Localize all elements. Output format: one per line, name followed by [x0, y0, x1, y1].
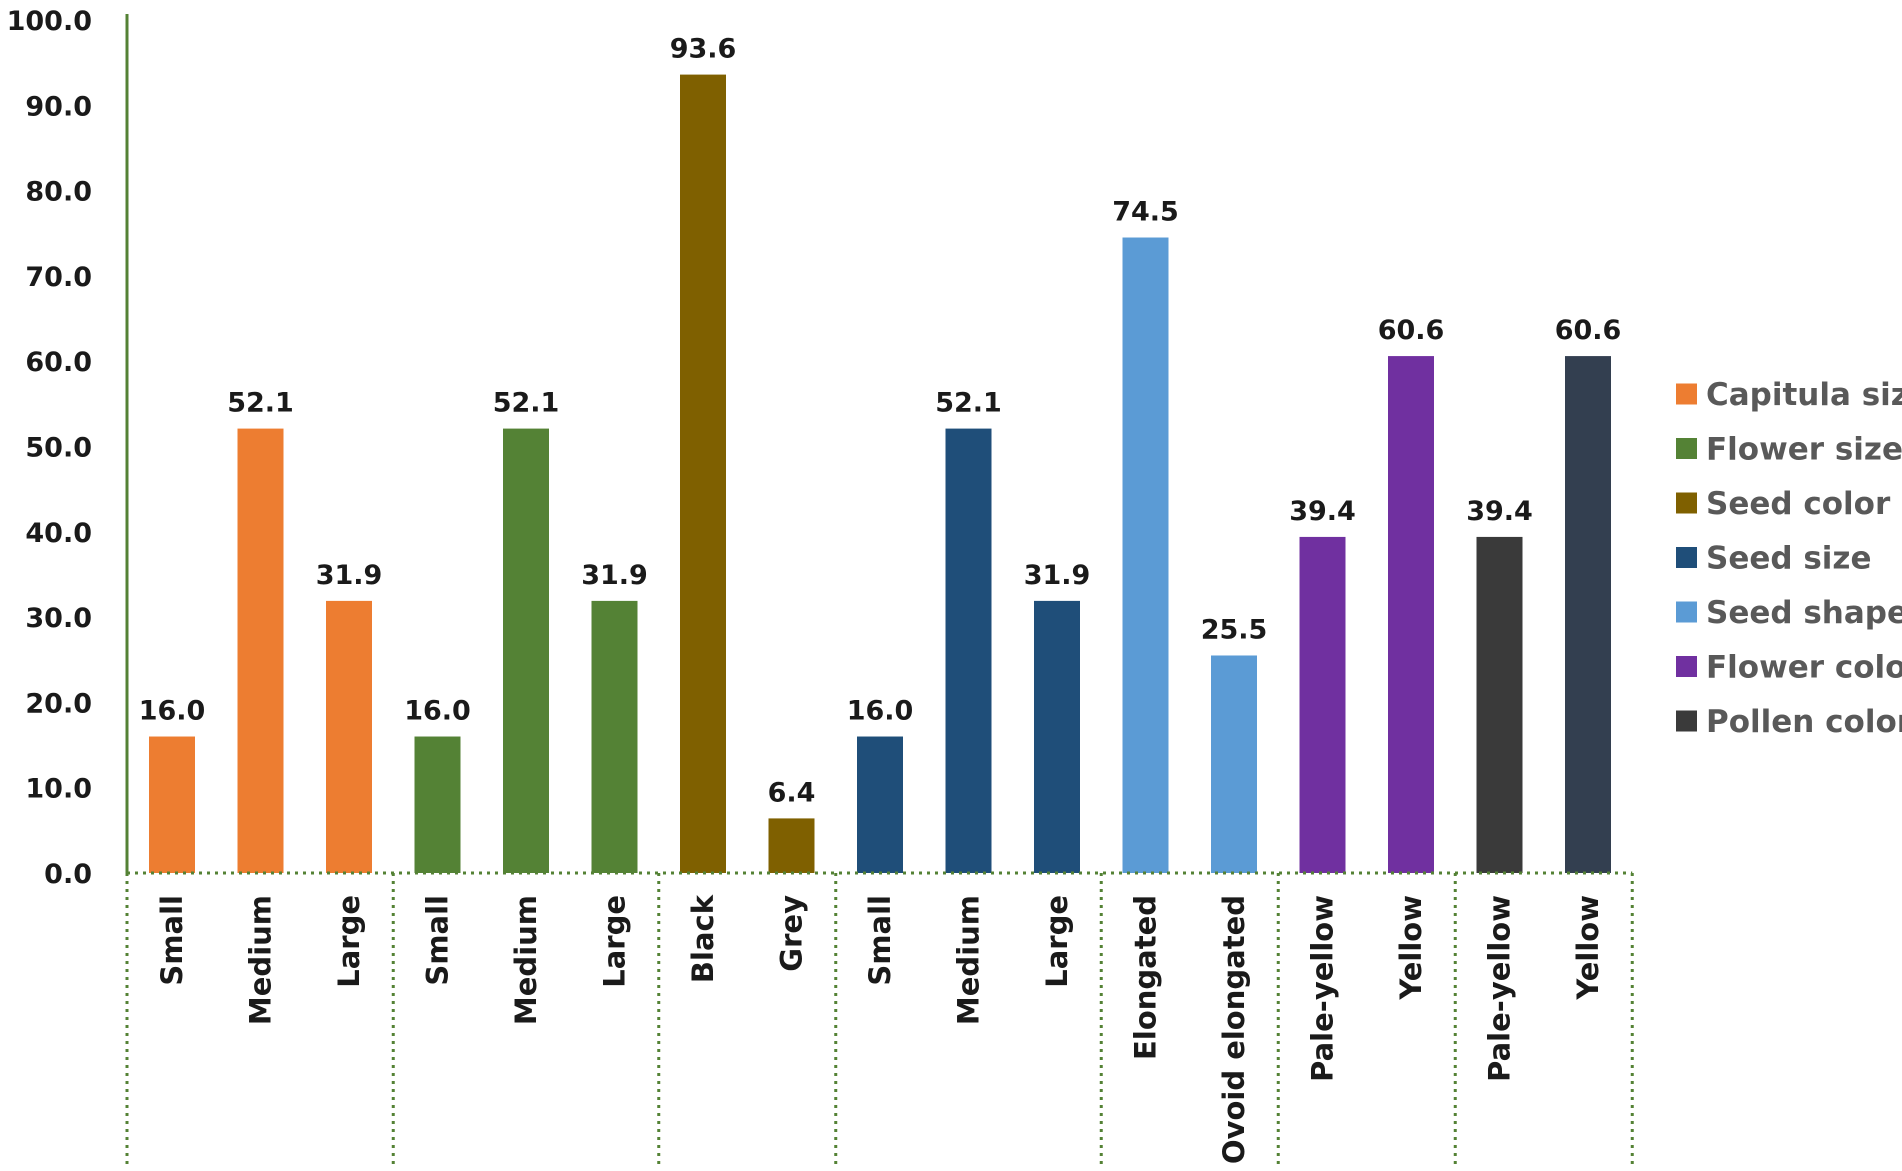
y-tick-label: 60.0: [25, 347, 92, 378]
bar: [1122, 237, 1169, 873]
bar: [768, 818, 815, 873]
legend-label: Capitula size: [1706, 377, 1902, 413]
bar: [503, 428, 549, 873]
data-label: 52.1: [493, 388, 560, 419]
bar: [237, 428, 284, 873]
x-category-label: Black: [686, 894, 720, 983]
data-label: 16.0: [847, 696, 914, 727]
bar: [1565, 356, 1611, 873]
bar: [1476, 536, 1523, 873]
data-label: 16.0: [404, 696, 471, 727]
legend-swatch: [1676, 656, 1697, 677]
legend-label: Seed size: [1706, 541, 1872, 577]
x-category-label: Large: [332, 895, 366, 988]
data-label: 39.4: [1466, 496, 1533, 527]
data-label: 60.6: [1378, 315, 1445, 346]
bar: [149, 736, 195, 873]
x-category-label: Medium: [509, 895, 543, 1025]
y-tick-label: 50.0: [25, 433, 92, 464]
x-category-label: Elongated: [1129, 895, 1163, 1060]
x-category-label: Medium: [244, 895, 278, 1025]
data-label: 52.1: [227, 388, 294, 419]
x-category-label: Large: [598, 895, 632, 988]
y-tick-label: 90.0: [25, 91, 92, 122]
x-category-label: Small: [863, 895, 897, 986]
data-label: 52.1: [935, 388, 1002, 419]
x-category-label: Medium: [952, 895, 986, 1025]
bar: [680, 74, 726, 874]
legend-swatch: [1676, 710, 1697, 732]
y-tick-label: 0.0: [44, 859, 92, 890]
y-tick-label: 10.0: [25, 774, 92, 805]
legend-label: Seed shape: [1706, 595, 1902, 631]
data-label: 74.5: [1112, 197, 1179, 228]
legend-swatch: [1676, 492, 1697, 514]
data-label: 31.9: [581, 560, 648, 591]
data-label: 60.6: [1555, 315, 1622, 346]
bar: [591, 600, 638, 873]
x-category-label: Yellow: [1394, 895, 1428, 1001]
x-category-label: Grey: [775, 895, 809, 972]
legend-label: Seed color: [1706, 486, 1891, 522]
bar: [1211, 655, 1257, 873]
x-category-label: Pale-yellow: [1483, 895, 1517, 1082]
bar: [326, 600, 372, 873]
data-label: 31.9: [1024, 560, 1091, 591]
y-tick-label: 80.0: [25, 177, 92, 208]
bar: [1299, 536, 1346, 873]
legend-swatch: [1676, 601, 1697, 623]
y-tick-label: 30.0: [25, 603, 92, 634]
bar: [857, 736, 903, 873]
bar: [945, 428, 992, 873]
bar: [414, 736, 461, 873]
bar: [1388, 356, 1434, 873]
y-tick-label: 20.0: [25, 688, 92, 719]
data-label: 16.0: [139, 696, 206, 727]
x-category-label: Large: [1040, 895, 1074, 988]
legend-swatch: [1676, 438, 1697, 459]
data-label: 6.4: [768, 777, 816, 808]
data-label: 31.9: [316, 560, 383, 591]
data-label: 93.6: [670, 34, 737, 65]
legend-swatch: [1676, 383, 1697, 405]
legend-label: Flower color: [1706, 650, 1902, 686]
legend-label: Pollen color: [1706, 704, 1902, 740]
y-tick-label: 70.0: [25, 262, 92, 293]
x-category-label: Yellow: [1571, 895, 1605, 1001]
legend-label: Flower size: [1706, 432, 1902, 468]
x-category-label: Ovoid elongated: [1217, 895, 1251, 1164]
x-category-label: Small: [155, 895, 189, 986]
x-category-label: Pale-yellow: [1306, 895, 1340, 1082]
bar: [1034, 600, 1080, 873]
data-label: 39.4: [1289, 496, 1356, 527]
x-category-label: Small: [421, 895, 455, 986]
data-label: 25.5: [1201, 614, 1268, 645]
y-tick-label: 40.0: [25, 518, 92, 549]
y-tick-label: 100.0: [7, 6, 92, 37]
legend-swatch: [1676, 547, 1697, 568]
